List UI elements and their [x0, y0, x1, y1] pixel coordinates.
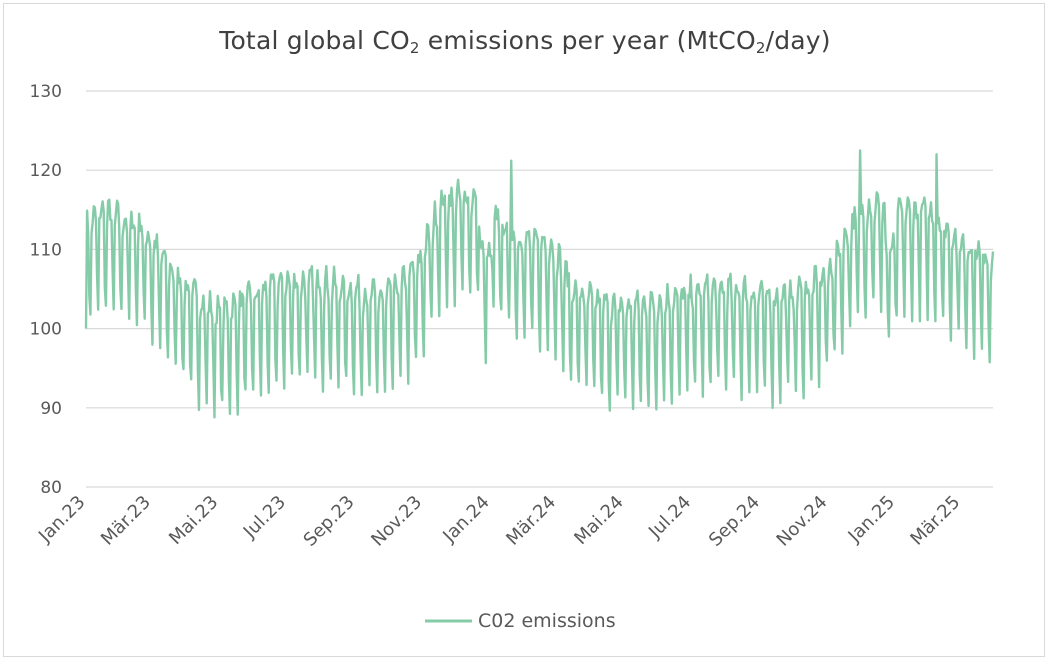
- x-tick-label: Mär.25: [906, 492, 964, 550]
- x-tick-label: Sep.24: [705, 492, 764, 551]
- chart-title-part-b: emissions per year (MtCO: [419, 26, 756, 55]
- chart-title: Total global CO2 emissions per year (MtC…: [0, 26, 1050, 57]
- x-tick-label: Jan.25: [844, 492, 899, 547]
- y-tick-label: 90: [40, 399, 62, 419]
- y-tick-label: 110: [30, 240, 62, 260]
- x-tick-label: Sep.23: [300, 492, 359, 551]
- y-tick-label: 120: [30, 161, 62, 181]
- y-axis-ticks: 80 90 100 110 120 130: [30, 82, 62, 498]
- x-tick-label: Jul.24: [644, 492, 695, 543]
- x-tick-label: Mär.24: [502, 492, 560, 550]
- chart-title-sub-2: 2: [755, 39, 766, 57]
- x-tick-label: Nov.24: [773, 492, 832, 551]
- x-tick-label: Jul.23: [239, 492, 290, 543]
- chart-title-part-a: Total global CO: [219, 26, 410, 55]
- chart-title-part-c: /day): [765, 26, 831, 55]
- x-tick-label: Jan.24: [438, 492, 493, 547]
- x-axis-ticks: Jan.23 Mär.23 Mai.23 Jul.23 Sep.23 Nov.23 Jan.…: [34, 492, 964, 551]
- x-tick-label: Jan.23: [34, 492, 89, 547]
- y-tick-label: 130: [30, 82, 62, 102]
- legend-label: C02 emissions: [478, 610, 616, 632]
- series-line-c02-emissions: [84, 149, 995, 419]
- y-tick-label: 100: [30, 320, 62, 340]
- x-tick-label: Mai.24: [570, 492, 627, 549]
- x-tick-label: Nov.23: [367, 492, 426, 551]
- y-tick-label: 80: [40, 478, 62, 498]
- x-tick-label: Mär.23: [97, 492, 155, 550]
- series-group: [84, 149, 995, 419]
- chart-title-sub-1: 2: [409, 39, 420, 57]
- legend[interactable]: C02 emissions: [425, 610, 616, 632]
- x-tick-label: Mai.23: [165, 492, 222, 549]
